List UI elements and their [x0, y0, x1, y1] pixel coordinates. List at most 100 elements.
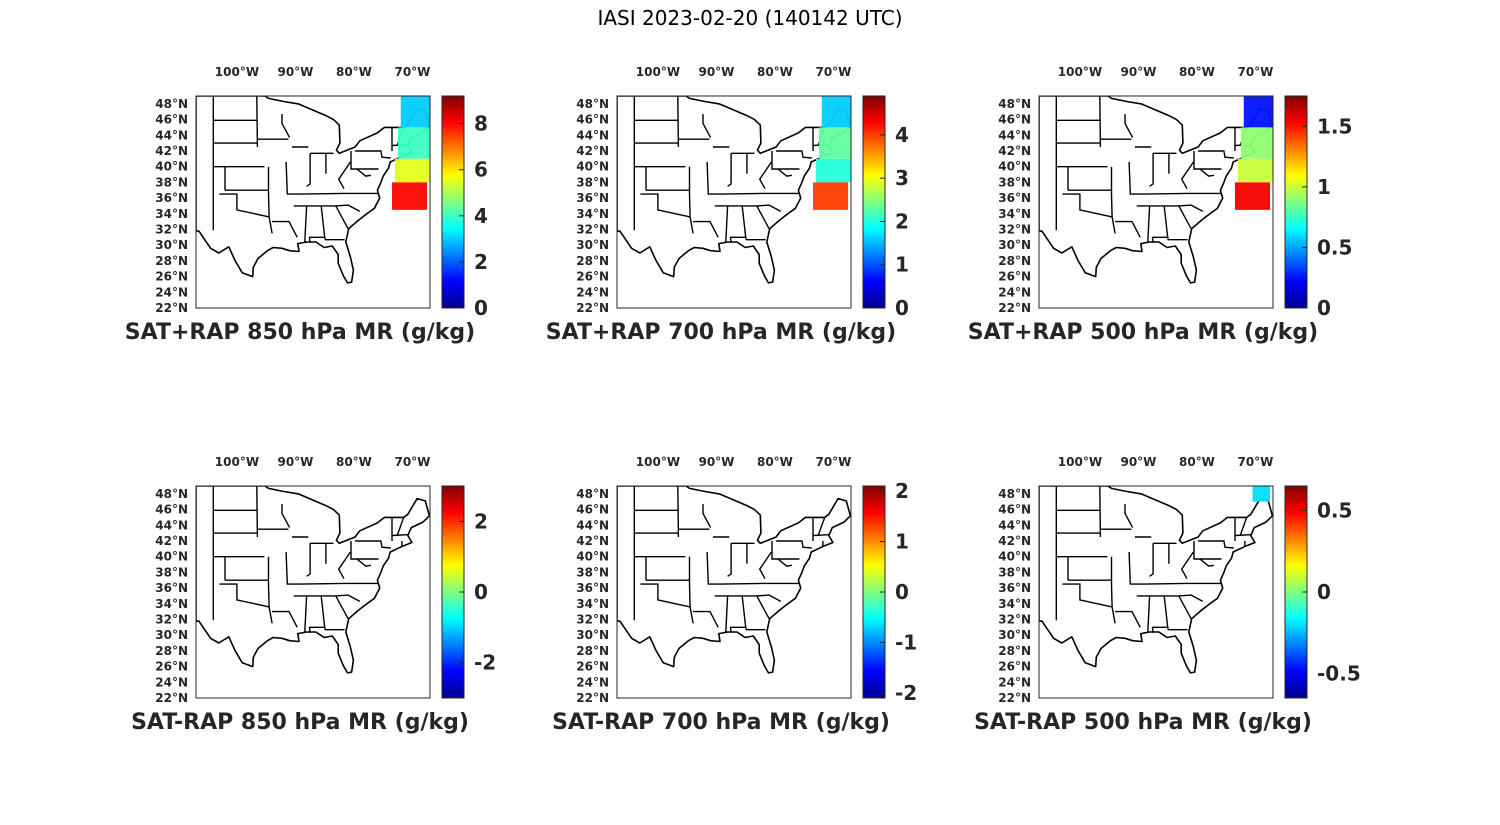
map-background [617, 486, 851, 698]
panel-title: SAT-RAP 850 hPa MR (g/kg) [131, 710, 469, 735]
state-border [776, 540, 812, 549]
lon-tick-label: 70°W [1237, 455, 1273, 469]
colorbar-tick-label: 0 [1317, 296, 1331, 320]
state-border [391, 534, 408, 537]
state-border [688, 556, 694, 624]
state-border [677, 486, 680, 538]
state-border [706, 551, 799, 585]
panel-sat-plus-rap-850: 100°W 90°W 80°W 70°W 48°N 46°N 44°N 42°N 40°N 38°… [110, 58, 490, 378]
state-border [706, 161, 799, 195]
state-border [256, 96, 259, 148]
state-border [335, 205, 349, 230]
panel-title: SAT-RAP 500 hPa MR (g/kg) [974, 710, 1312, 735]
map-layer [196, 486, 430, 674]
lat-tick-label: 48°N [576, 97, 609, 111]
map-frame [616, 485, 852, 699]
lon-tick-label: 100°W [636, 455, 680, 469]
lon-tick-label: 100°W [215, 455, 259, 469]
state-border [304, 595, 308, 633]
lat-tick-label: 34°N [998, 207, 1031, 221]
lat-tick-label: 44°N [998, 128, 1031, 142]
state-border [1124, 114, 1134, 138]
state-border [355, 150, 391, 159]
state-border [1147, 595, 1151, 633]
coastline [1039, 486, 1273, 674]
state-border [1193, 151, 1222, 170]
lat-tick-label: 44°N [576, 518, 609, 532]
data-swath [1237, 158, 1273, 183]
colorbar-tick-label: 2 [474, 509, 488, 533]
lat-tick-label: 26°N [155, 270, 188, 284]
map-frame [1038, 485, 1274, 699]
state-border [688, 166, 694, 234]
state-border [1178, 205, 1192, 230]
lat-tick-label: 34°N [155, 207, 188, 221]
lat-tick-label: 44°N [155, 128, 188, 142]
colorbar-tick-label: 6 [474, 158, 488, 182]
state-border [285, 161, 378, 195]
lon-tick-label: 90°W [1120, 65, 1156, 79]
state-border [350, 541, 379, 560]
state-border [745, 237, 766, 241]
lat-tick-label: 46°N [576, 113, 609, 127]
lat-tick-label: 38°N [998, 175, 1031, 189]
panel-sat-minus-rap-700: 100°W 90°W 80°W 70°W 48°N 46°N 44°N 42°N 40°N 38°… [531, 448, 917, 768]
lat-tick-label: 36°N [998, 581, 1031, 595]
map-frame [195, 485, 431, 699]
lon-tick-label: 70°W [1237, 65, 1273, 79]
state-border [777, 168, 793, 177]
map-background [617, 96, 851, 308]
state-border [702, 504, 712, 528]
lat-tick-label: 28°N [998, 644, 1031, 658]
lat-tick-label: 34°N [576, 207, 609, 221]
lon-tick-label: 90°W [1120, 455, 1156, 469]
lat-tick-label: 46°N [998, 113, 1031, 127]
lat-tick-label: 30°N [576, 628, 609, 642]
state-border [777, 558, 793, 567]
state-border [1193, 541, 1222, 560]
state-border [1115, 220, 1141, 238]
colorbar-tick-label: 1 [1317, 175, 1331, 199]
state-border [727, 153, 732, 187]
lat-tick-label: 30°N [155, 238, 188, 252]
lon-tick-label: 80°W [336, 455, 372, 469]
state-border [1198, 150, 1234, 159]
map-background [196, 96, 430, 308]
state-border [281, 504, 291, 528]
lat-tick-label: 42°N [998, 144, 1031, 158]
colorbar-tick-label: 1 [895, 530, 909, 554]
colorbar [1284, 95, 1308, 309]
state-border [1167, 237, 1188, 241]
lat-tick-label: 22°N [576, 691, 609, 705]
lon-tick-label: 90°W [277, 65, 313, 79]
state-border [337, 551, 351, 580]
lat-tick-label: 36°N [998, 191, 1031, 205]
lat-tick-label: 48°N [576, 487, 609, 501]
lat-tick-label: 46°N [576, 503, 609, 517]
lat-tick-label: 24°N [998, 285, 1031, 299]
lat-tick-label: 46°N [155, 503, 188, 517]
lat-tick-label: 48°N [998, 487, 1031, 501]
lat-tick-label: 44°N [998, 518, 1031, 532]
lat-tick-label: 42°N [576, 534, 609, 548]
state-border [308, 205, 326, 243]
state-border [1199, 558, 1215, 567]
state-border [702, 114, 712, 138]
state-border [281, 114, 291, 138]
state-border [693, 610, 719, 628]
state-border [729, 205, 747, 243]
lat-tick-label: 22°N [998, 301, 1031, 315]
state-border [1180, 161, 1194, 190]
panel-title: SAT-RAP 700 hPa MR (g/kg) [552, 710, 890, 735]
lat-tick-label: 36°N [576, 581, 609, 595]
lat-tick-label: 32°N [576, 222, 609, 236]
state-border [812, 534, 829, 537]
state-border [1128, 161, 1221, 195]
data-swath [812, 182, 849, 210]
colorbar-tick-label: 0 [1317, 580, 1331, 604]
data-swath [1252, 486, 1271, 502]
data-swath [400, 96, 430, 128]
colorbar-tick-label: 2 [895, 209, 909, 233]
state-border [1062, 193, 1113, 218]
state-border [1147, 205, 1151, 243]
